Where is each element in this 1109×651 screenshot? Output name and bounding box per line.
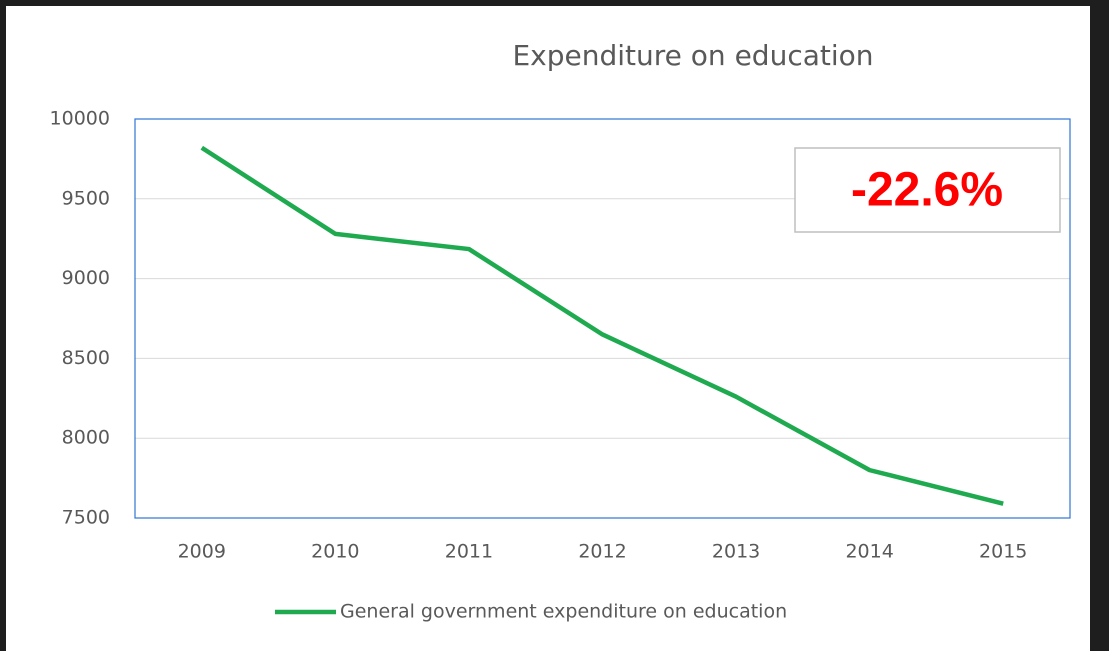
y-tick-label: 8500 bbox=[62, 347, 110, 369]
y-tick-label: 10000 bbox=[50, 108, 110, 130]
chart-title: Expenditure on education bbox=[512, 39, 873, 72]
x-tick-label: 2010 bbox=[311, 541, 359, 563]
chart-panel bbox=[6, 6, 1090, 651]
x-tick-label: 2009 bbox=[178, 541, 226, 563]
annotation-box bbox=[794, 147, 1061, 233]
series-line bbox=[200, 145, 1004, 506]
x-tick-label: 2014 bbox=[845, 541, 893, 563]
annotation: -22.6% bbox=[851, 164, 1003, 217]
plot-border bbox=[134, 118, 1071, 519]
y-tick-label: 9000 bbox=[62, 267, 110, 289]
x-tick-label: 2011 bbox=[445, 541, 493, 563]
x-tick-label: 2013 bbox=[712, 541, 760, 563]
y-tick-label: 8000 bbox=[62, 427, 110, 449]
x-tick-label: 2012 bbox=[578, 541, 626, 563]
y-tick-label: 7500 bbox=[62, 507, 110, 529]
x-tick-label: 2015 bbox=[979, 541, 1027, 563]
legend-label: General government expenditure on educat… bbox=[340, 601, 787, 623]
y-tick-label: 9500 bbox=[62, 187, 110, 209]
